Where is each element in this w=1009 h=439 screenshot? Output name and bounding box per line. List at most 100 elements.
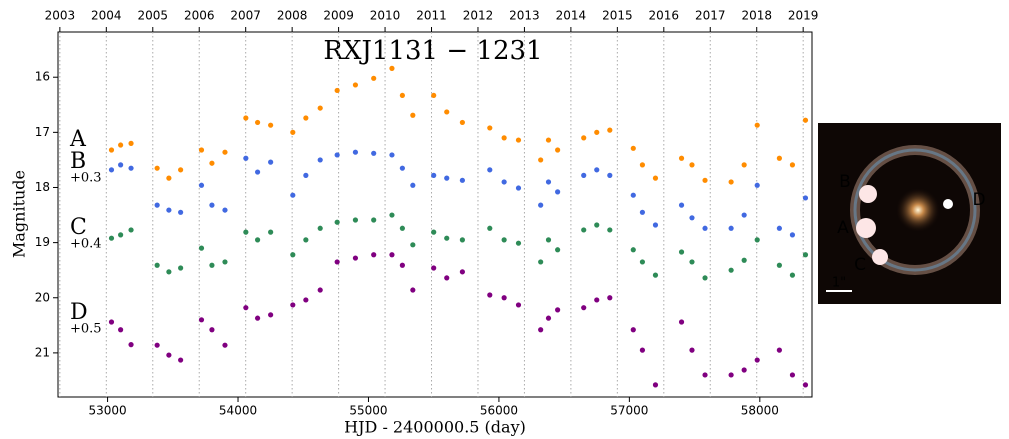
- data-point: [776, 225, 782, 231]
- data-point: [118, 162, 124, 168]
- image-label: C: [854, 255, 866, 275]
- x-axis-label: HJD - 2400000.5 (day): [344, 418, 526, 437]
- data-point: [741, 367, 747, 373]
- data-point: [444, 235, 450, 241]
- data-point: [198, 182, 205, 188]
- x2-tick-label: 2011: [416, 9, 447, 23]
- data-point: [689, 215, 695, 221]
- x-tick-label: 55000: [349, 404, 387, 418]
- data-point: [209, 262, 215, 268]
- data-point: [254, 169, 261, 175]
- data-point: [594, 297, 600, 303]
- data-point: [776, 347, 782, 353]
- data-point: [515, 302, 522, 308]
- data-point: [689, 347, 695, 353]
- x2-tick-label: 2009: [323, 9, 354, 23]
- data-point: [334, 152, 340, 158]
- data-point: [290, 129, 296, 135]
- data-point: [678, 319, 685, 325]
- data-point: [630, 247, 636, 253]
- data-point: [334, 219, 340, 225]
- data-point: [630, 145, 636, 151]
- data-point: [166, 175, 172, 181]
- data-point: [652, 175, 659, 181]
- data-point: [639, 162, 646, 168]
- series-offset: +0.3: [70, 171, 102, 186]
- data-point: [303, 237, 309, 243]
- data-point: [243, 229, 249, 235]
- y-tick-label: 21: [35, 345, 50, 359]
- y-tick-label: 16: [35, 70, 50, 84]
- data-point: [555, 307, 561, 313]
- data-point: [776, 155, 782, 161]
- x-tick-label: 56000: [480, 404, 518, 418]
- data-point: [303, 297, 309, 303]
- data-point: [639, 209, 646, 215]
- x2-tick-label: 2018: [741, 9, 772, 23]
- data-point: [399, 165, 405, 171]
- data-point: [389, 152, 395, 158]
- data-point: [501, 135, 507, 141]
- data-point: [689, 162, 695, 168]
- data-point: [290, 192, 296, 198]
- data-point: [459, 237, 465, 243]
- data-point: [166, 352, 172, 358]
- data-point: [545, 179, 552, 185]
- data-point: [254, 119, 261, 126]
- data-point: [352, 217, 359, 223]
- data-point: [678, 249, 685, 255]
- data-point: [789, 232, 796, 238]
- data-point: [254, 237, 261, 243]
- data-point: [607, 227, 613, 233]
- data-point: [399, 225, 405, 231]
- data-point: [290, 302, 296, 308]
- x2-tick-label: 2008: [277, 9, 308, 23]
- data-point: [222, 149, 228, 155]
- data-point: [128, 227, 134, 233]
- data-point: [776, 262, 782, 268]
- data-point: [118, 142, 124, 148]
- x2-tick-label: 2006: [184, 9, 215, 23]
- y-axis-label: Magnitude: [10, 170, 29, 258]
- data-point: [555, 147, 561, 153]
- data-point: [198, 317, 205, 323]
- data-point: [166, 269, 172, 275]
- data-point: [501, 237, 507, 243]
- data-point: [317, 105, 323, 111]
- data-point: [802, 382, 809, 388]
- data-point: [399, 262, 405, 268]
- data-point: [371, 75, 377, 81]
- data-point: [555, 189, 561, 195]
- data-point: [581, 172, 587, 178]
- data-point: [607, 295, 613, 301]
- data-point: [444, 175, 450, 181]
- data-point: [410, 112, 416, 118]
- data-point: [334, 259, 340, 265]
- data-point: [128, 342, 134, 348]
- data-point: [652, 272, 659, 278]
- data-point: [754, 357, 760, 363]
- data-point: [254, 315, 261, 321]
- data-point: [702, 275, 708, 281]
- series-label: A: [69, 127, 87, 152]
- data-point: [678, 202, 685, 208]
- data-point: [352, 255, 359, 261]
- data-point: [198, 147, 205, 153]
- data-point: [702, 177, 708, 183]
- data-point: [410, 287, 416, 293]
- data-point: [243, 305, 249, 311]
- image-d: [943, 199, 953, 209]
- x2-tick-label: 2007: [230, 9, 261, 23]
- data-point: [410, 242, 416, 248]
- data-point: [487, 225, 493, 231]
- data-point: [545, 137, 552, 143]
- data-point: [128, 140, 134, 146]
- data-point: [789, 272, 796, 278]
- data-point: [128, 165, 134, 171]
- data-point: [702, 372, 708, 378]
- data-point: [594, 129, 600, 135]
- data-point: [108, 167, 115, 173]
- data-point: [268, 122, 274, 128]
- x2-tick-label: 2005: [137, 9, 168, 23]
- data-point: [515, 240, 522, 246]
